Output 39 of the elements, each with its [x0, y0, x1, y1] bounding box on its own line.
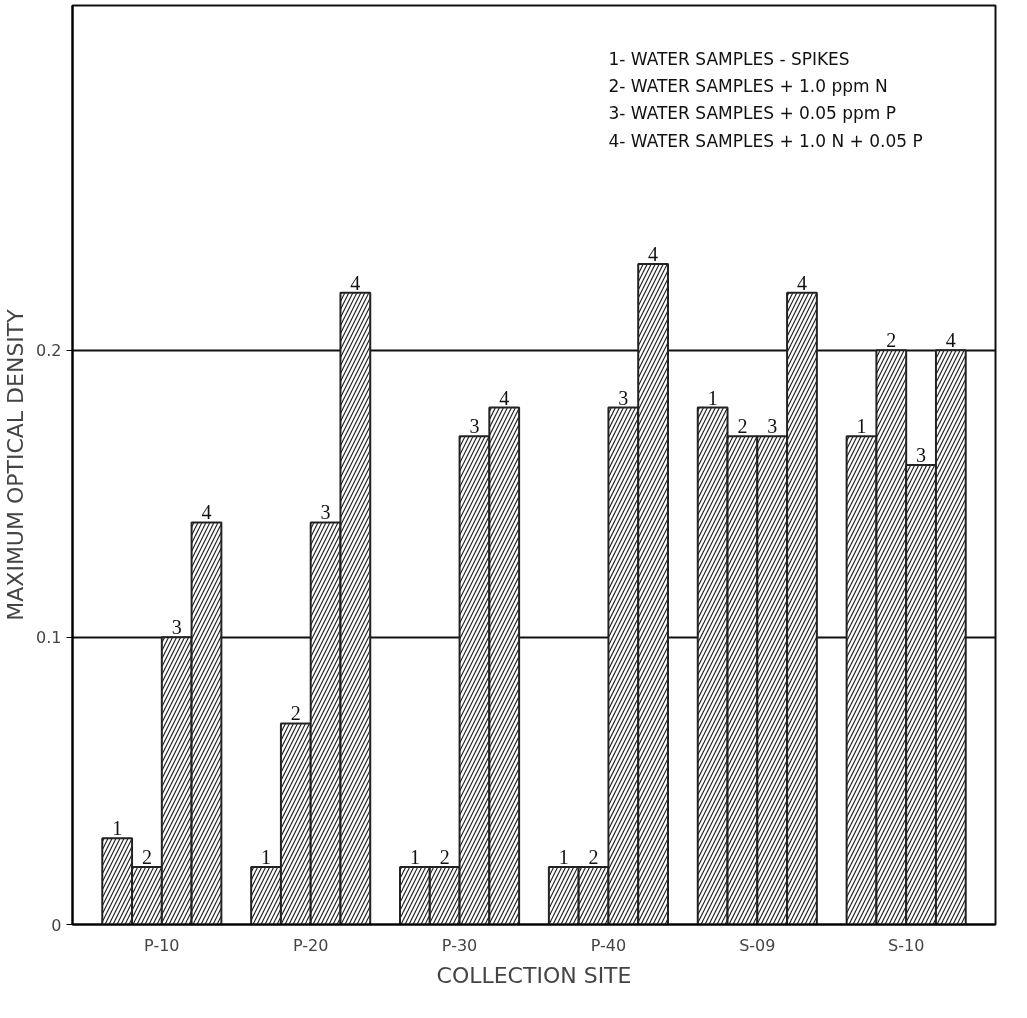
x-tick-label: P-40 [590, 935, 627, 955]
text: 1 [707, 386, 718, 409]
y-tick-label: 0.1 [36, 628, 62, 648]
x-tick-label: P-30 [441, 935, 478, 955]
text: 1 [261, 846, 272, 869]
series-label: 3 [171, 616, 182, 639]
x-tick-label: P-10 [144, 935, 180, 955]
text: 4 [796, 271, 807, 294]
text: 1 [856, 415, 867, 438]
text: 2 [737, 415, 748, 438]
text: 3 [916, 444, 927, 466]
text: 4 [648, 242, 659, 265]
annotation: 3- WATER SAMPLES + 0.05 ppm P [608, 103, 897, 124]
text: 3 [469, 415, 480, 438]
x-axis-title: COLLECTION SITE [436, 962, 632, 988]
y-axis-title: MAXIMUM OPTICAL DENSITY [3, 308, 29, 621]
y-tick-label: 0 [51, 915, 62, 935]
text: 2 [886, 329, 897, 352]
text: 3 [320, 501, 331, 524]
annotation: 2- WATER SAMPLES + 1.0 ppm N [608, 75, 888, 96]
x-tick-label: S-10 [888, 935, 925, 955]
x-tick-label: S-09 [739, 935, 776, 955]
text: 2 [290, 702, 301, 725]
text: 4 [499, 386, 510, 409]
annotation: 1- WATER SAMPLES - SPIKES [608, 48, 850, 69]
series-label: 4 [201, 501, 212, 524]
series-label: 2 [141, 846, 152, 869]
text: 3 [767, 415, 778, 438]
y-tick-label: 0.2 [36, 341, 62, 361]
text: 1 [558, 846, 569, 869]
text: 4 [945, 329, 956, 352]
text: 1 [409, 846, 420, 869]
x-tick-label: P-20 [292, 935, 329, 955]
text: 4 [350, 271, 361, 294]
series-label: 1 [112, 817, 123, 840]
text: 3 [618, 386, 629, 409]
text: 2 [439, 846, 450, 869]
annotation: 4- WATER SAMPLES + 1.0 N + 0.05 P [608, 130, 923, 151]
text: 2 [588, 846, 599, 869]
